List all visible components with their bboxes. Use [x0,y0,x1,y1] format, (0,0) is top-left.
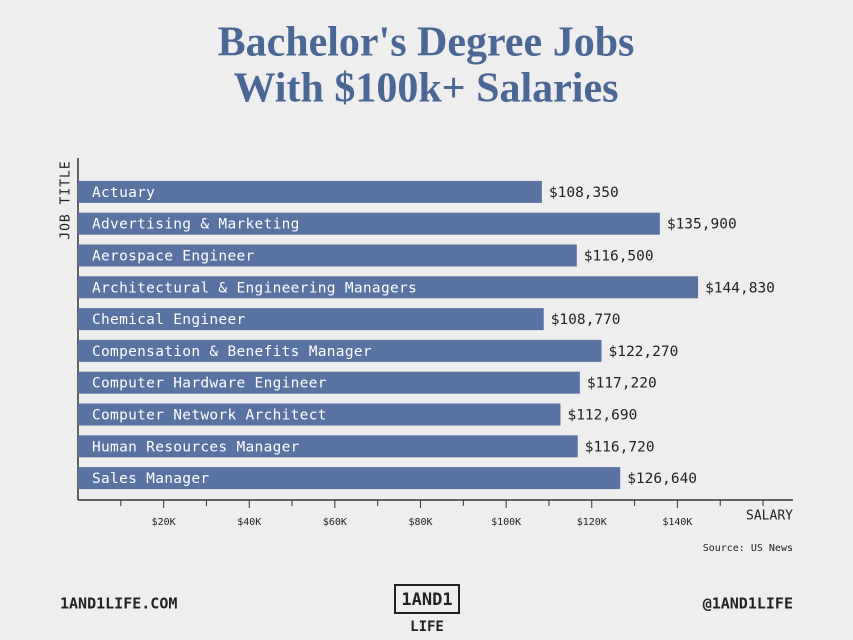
logo-box [394,584,460,614]
x-tick-label: $40K [237,517,261,528]
value-label: $122,270 [608,344,678,360]
value-label: $117,220 [587,376,657,392]
chart-title: With $100k+ Salaries [234,66,619,112]
value-label: $144,830 [705,280,775,296]
category-label: Architectural & Engineering Managers [92,280,417,296]
logo: LIFE [410,619,444,635]
category-label: Advertising & Marketing [92,217,300,233]
source: Source: US News [703,543,793,554]
x-tick-label: $20K [152,517,176,528]
bar [78,371,580,394]
value-label: $108,350 [549,185,619,201]
bar [78,308,544,331]
value-label: $112,690 [567,408,637,424]
logo: 1AND1 [401,590,452,610]
y-axis-label: JOB TITLE [59,160,74,239]
x-tick-label: $120K [577,517,607,528]
x-tick-label: $60K [323,517,347,528]
category-label: Actuary [92,185,155,201]
value-label: $126,640 [627,471,697,487]
category-label: Compensation & Benefits Manager [92,344,372,360]
category-label: Chemical Engineer [92,312,246,328]
category-label: Aerospace Engineer [92,249,255,265]
bar [78,276,699,299]
x-tick-label: $140K [662,517,692,528]
x-tick-label: $100K [491,517,521,528]
category-label: Computer Hardware Engineer [92,376,327,392]
bar [78,467,621,490]
value-label: $116,500 [584,249,654,265]
category-label: Human Resources Manager [92,439,300,455]
bar [78,403,561,426]
bar [78,339,602,362]
value-label: $108,770 [551,312,621,328]
chart-title: Bachelor's Degree Jobs [218,20,635,66]
category-label: Sales Manager [92,471,209,487]
bar [78,244,577,267]
x-axis-label: SALARY [746,509,793,524]
category-label: Computer Network Architect [92,408,327,424]
value-label: $135,900 [667,217,737,233]
x-tick-label: $80K [408,517,432,528]
footer-website: 1AND1LIFE.COM [60,595,177,613]
bar [78,435,578,458]
value-label: $116,720 [585,439,655,455]
bar [78,212,660,235]
bar [78,180,542,203]
footer-handle: @1AND1LIFE [703,595,793,613]
